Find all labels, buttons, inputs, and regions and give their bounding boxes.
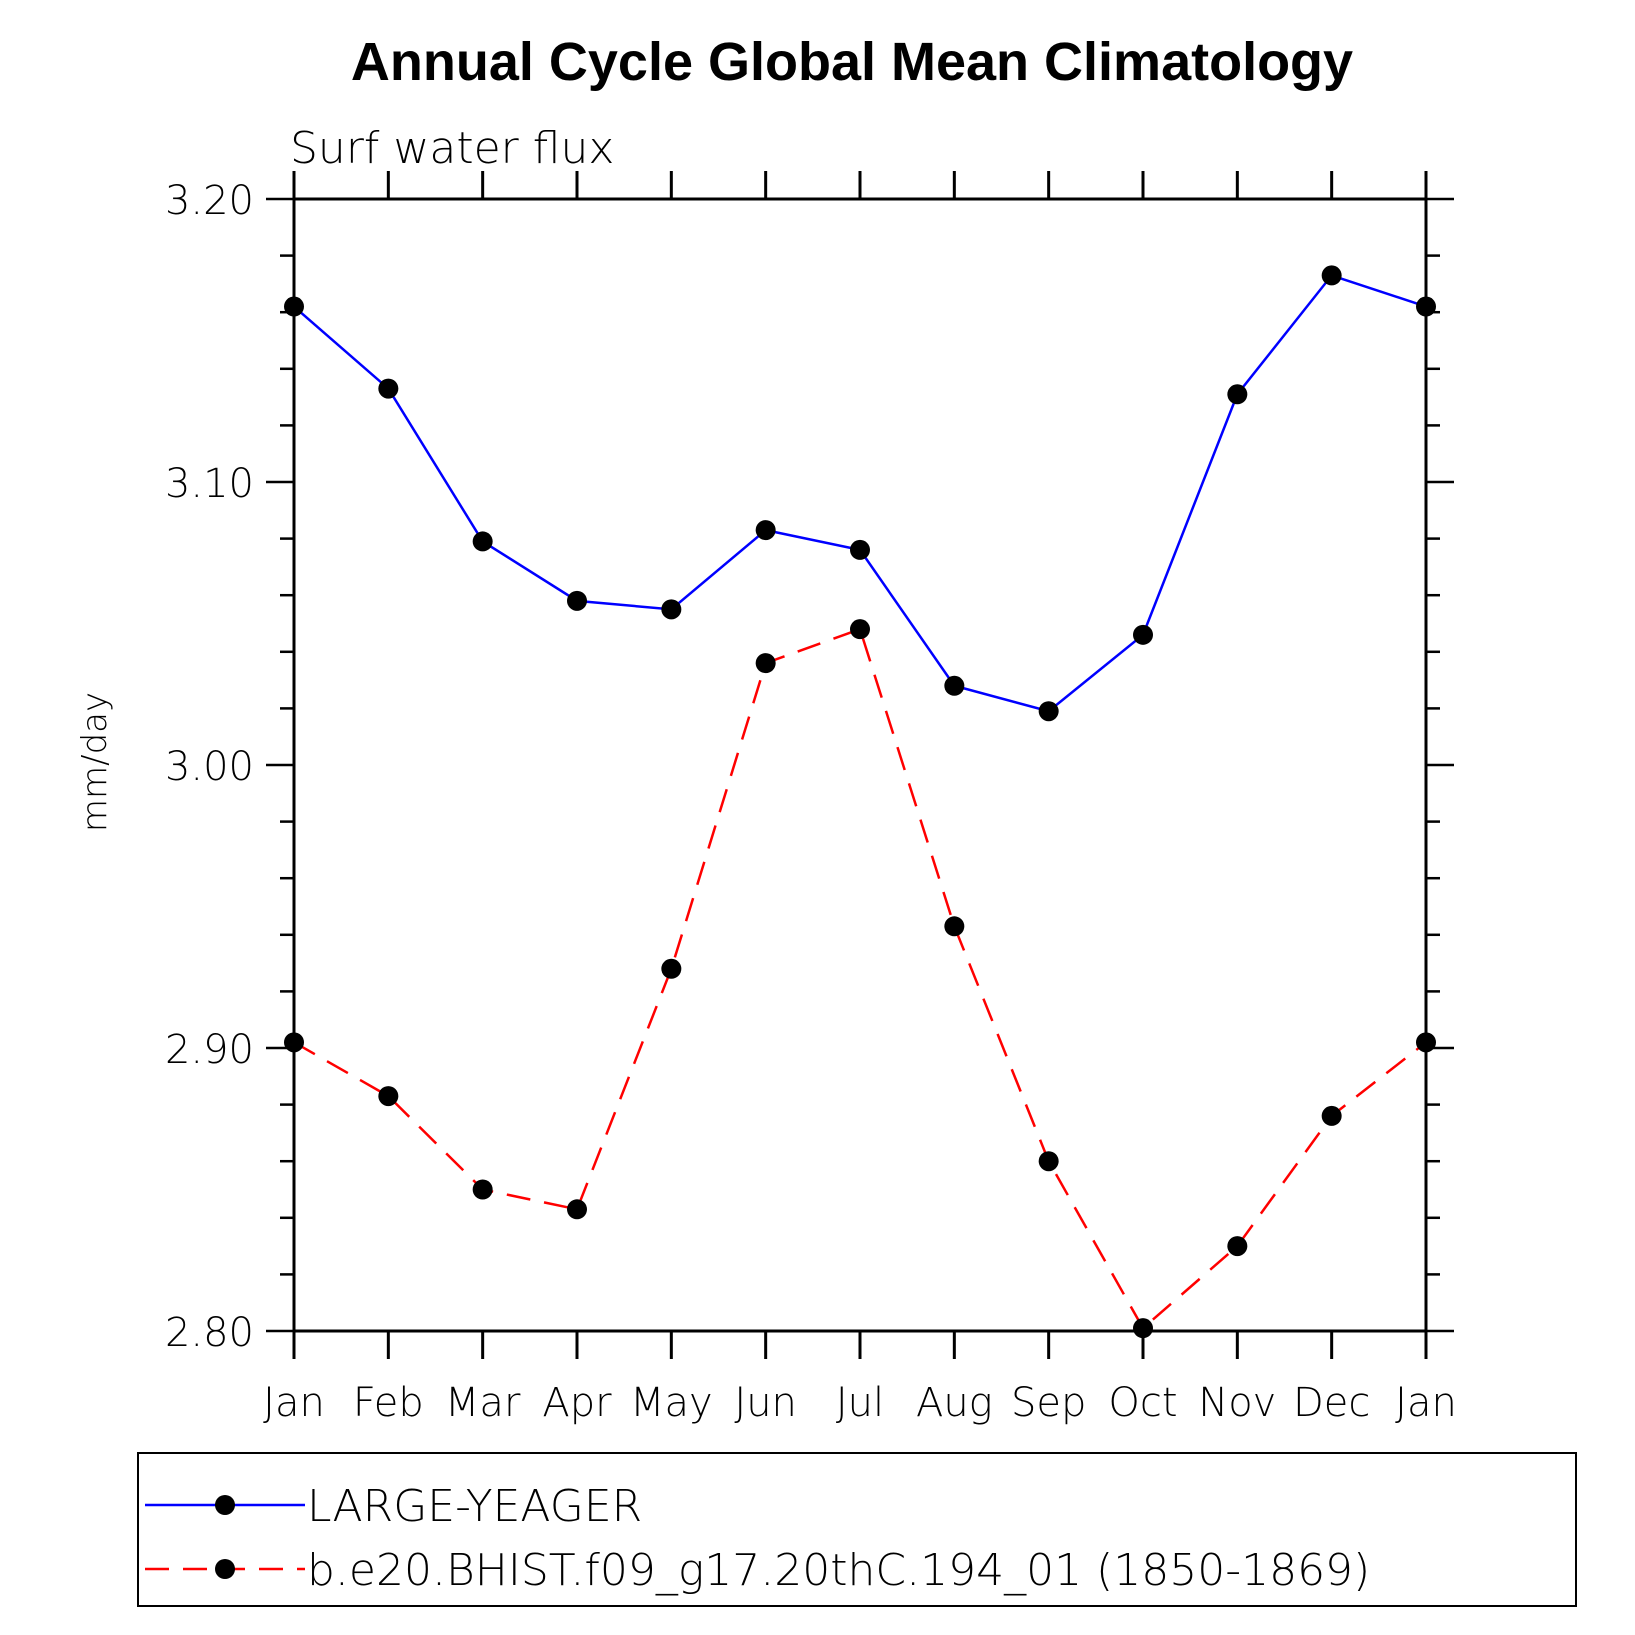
- data-point: [567, 590, 587, 611]
- legend-label-1: b.e20.BHIST.f09_g17.20thC.194_01 (1850-1…: [307, 1545, 1370, 1596]
- y-tick-label: 3.10: [165, 461, 254, 507]
- data-point: [1416, 296, 1436, 317]
- legend: LARGE-YEAGER b.e20.BHIST.f09_g17.20thC.19…: [137, 1452, 1577, 1607]
- data-point: [661, 599, 682, 620]
- x-tick-label: Sep: [1011, 1380, 1086, 1426]
- series-group: [284, 265, 1436, 1339]
- chart-title: Annual Cycle Global Mean Climatology: [351, 32, 1353, 92]
- series-line-0: [293, 273, 1427, 713]
- y-tick-label: 2.90: [165, 1027, 254, 1073]
- data-point: [378, 378, 399, 399]
- y-tick-label: 3.00: [165, 744, 254, 790]
- y-axis-label: mm/day: [75, 692, 115, 832]
- x-tick-label: Aug: [916, 1380, 993, 1426]
- x-tick-label: Jan: [263, 1380, 325, 1426]
- data-point: [1133, 1318, 1153, 1339]
- x-tick-label: Apr: [542, 1380, 612, 1426]
- data-point: [1133, 624, 1153, 645]
- legend-marker-1: [215, 1559, 235, 1579]
- data-point: [472, 531, 493, 552]
- x-tick-label: Jul: [836, 1380, 884, 1426]
- legend-box: [137, 1452, 1577, 1607]
- x-tick-label: May: [630, 1380, 713, 1426]
- x-tick-label: Nov: [1198, 1380, 1276, 1426]
- data-point: [755, 653, 776, 674]
- x-tick-label: Feb: [353, 1380, 424, 1426]
- data-point: [378, 1086, 399, 1107]
- y-tick-label: 2.80: [165, 1310, 254, 1356]
- data-point: [850, 619, 870, 640]
- data-point: [850, 539, 870, 560]
- data-point: [944, 916, 965, 937]
- plot-area: Jan Feb Mar Apr May Jun Jul Aug Sep Oct Nov Dec Jan2…: [165, 171, 1457, 1426]
- series-line-1: [293, 627, 1427, 1331]
- y-tick-label: 3.20: [165, 178, 254, 224]
- data-point: [284, 1032, 304, 1053]
- chart-subtitle: Surf water flux: [290, 123, 614, 174]
- data-point: [1227, 1236, 1248, 1257]
- x-tick-label: Dec: [1293, 1380, 1370, 1426]
- data-point: [1321, 1105, 1342, 1126]
- legend-marker-0: [215, 1495, 235, 1515]
- x-tick-label: Mar: [445, 1380, 521, 1426]
- data-point: [1038, 701, 1059, 722]
- data-point: [1321, 265, 1342, 286]
- data-point: [661, 958, 682, 979]
- data-point: [1416, 1032, 1436, 1053]
- data-point: [944, 675, 965, 696]
- data-point: [472, 1179, 493, 1200]
- data-point: [567, 1199, 587, 1220]
- data-point: [1227, 384, 1248, 405]
- x-tick-label: Jun: [734, 1380, 797, 1426]
- data-point: [1038, 1151, 1059, 1172]
- data-point: [755, 520, 776, 541]
- x-tick-label: Oct: [1108, 1380, 1177, 1426]
- data-point: [284, 296, 304, 317]
- legend-label-0: LARGE-YEAGER: [307, 1481, 642, 1532]
- x-tick-label: Jan: [1395, 1380, 1457, 1426]
